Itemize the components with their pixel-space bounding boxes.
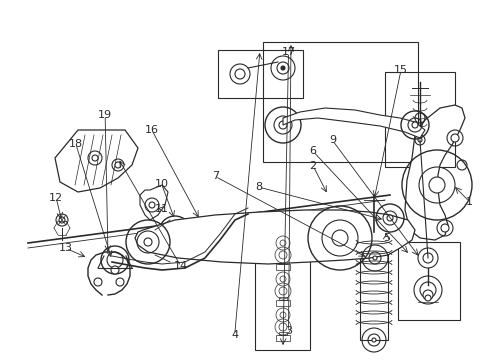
Circle shape [59,217,65,223]
Circle shape [422,290,432,300]
Circle shape [235,69,244,79]
Polygon shape [135,210,414,264]
Text: 9: 9 [328,135,335,145]
Circle shape [111,266,119,274]
Bar [275,264,289,270]
Bar [359,230,387,340]
Circle shape [276,62,288,74]
Circle shape [428,177,444,193]
Text: 2: 2 [309,161,316,171]
Text: 12: 12 [49,193,63,203]
Circle shape [450,134,458,142]
Circle shape [386,215,392,221]
Text: 15: 15 [393,65,407,75]
Polygon shape [55,130,138,192]
Circle shape [424,295,430,301]
Bar [275,300,289,306]
Polygon shape [404,105,464,240]
Bar [218,50,303,98]
Text: 3: 3 [285,326,291,336]
Circle shape [411,122,417,128]
Text: 13: 13 [59,243,73,253]
Text: 14: 14 [174,261,187,271]
Bar [384,72,454,167]
Bar [254,230,309,350]
Circle shape [371,338,375,342]
Text: 8: 8 [255,182,262,192]
Text: 17: 17 [281,47,295,57]
Circle shape [372,256,376,260]
Text: 18: 18 [69,139,82,149]
Bar [279,332,286,335]
Text: 5: 5 [382,233,389,243]
Text: 1: 1 [465,197,472,207]
Bar [263,42,417,162]
Circle shape [279,121,286,129]
Text: 6: 6 [309,146,316,156]
Text: 11: 11 [154,204,168,214]
Circle shape [440,224,448,232]
Text: 10: 10 [154,179,168,189]
Bar [397,242,459,320]
Text: 7: 7 [211,171,218,181]
Circle shape [417,138,421,142]
Circle shape [331,230,347,246]
Circle shape [115,162,121,168]
Polygon shape [140,185,168,220]
Circle shape [149,202,155,208]
Circle shape [172,229,178,235]
Circle shape [281,66,285,70]
Text: 16: 16 [144,125,158,135]
Circle shape [92,155,98,161]
Bar [275,335,289,341]
Text: 4: 4 [231,330,238,340]
Text: 19: 19 [98,110,112,120]
Bar [279,297,286,300]
Circle shape [143,238,152,246]
Bar [279,261,286,264]
Circle shape [422,253,432,263]
Polygon shape [283,108,424,138]
